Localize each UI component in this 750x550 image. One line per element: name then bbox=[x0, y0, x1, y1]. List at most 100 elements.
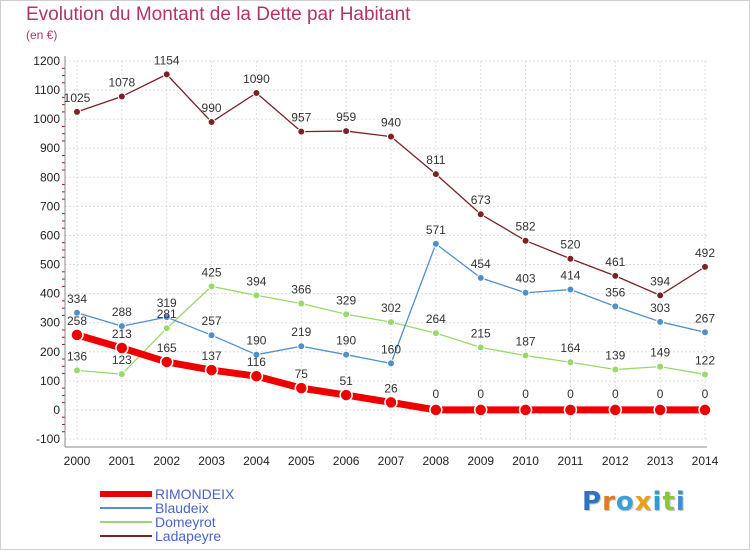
x-tick-label: 2000 bbox=[64, 454, 91, 468]
data-label-ladapeyre: 461 bbox=[605, 255, 625, 269]
data-point-rimondeix bbox=[698, 403, 712, 417]
data-point-ladapeyre bbox=[117, 92, 126, 101]
x-tick-label: 2010 bbox=[512, 454, 539, 468]
x-tick-label: 2008 bbox=[423, 454, 450, 468]
data-point-domeyrot bbox=[342, 310, 351, 319]
x-tick-label: 2005 bbox=[288, 454, 315, 468]
data-label-blaudeix: 571 bbox=[426, 223, 446, 237]
data-label-ladapeyre: 492 bbox=[695, 246, 715, 260]
data-label-blaudeix: 403 bbox=[516, 272, 536, 286]
data-label-rimondeix: 51 bbox=[339, 374, 353, 388]
data-label-domeyrot: 139 bbox=[605, 349, 625, 363]
data-label-blaudeix: 219 bbox=[291, 325, 311, 339]
data-label-domeyrot: 164 bbox=[560, 341, 580, 355]
logo-letter: i bbox=[652, 487, 663, 517]
data-label-ladapeyre: 1078 bbox=[109, 75, 136, 89]
data-label-rimondeix: 258 bbox=[67, 314, 87, 328]
y-tick-label: 400 bbox=[40, 287, 60, 301]
x-tick-label: 2007 bbox=[378, 454, 405, 468]
data-point-blaudeix bbox=[162, 313, 171, 322]
logo-letter: i bbox=[675, 487, 686, 517]
data-point-rimondeix bbox=[473, 403, 488, 417]
data-label-rimondeix: 137 bbox=[202, 349, 222, 363]
data-label-blaudeix: 334 bbox=[67, 292, 87, 306]
x-tick-label: 2003 bbox=[198, 454, 225, 468]
y-tick-label: 1000 bbox=[33, 112, 60, 126]
data-point-domeyrot bbox=[431, 329, 440, 338]
data-label-ladapeyre: 673 bbox=[471, 193, 491, 207]
x-tick-label: 2001 bbox=[109, 454, 136, 468]
data-point-ladapeyre bbox=[476, 210, 485, 219]
data-label-blaudeix: 160 bbox=[381, 342, 401, 356]
chart-title: Evolution du Montant de la Dette par Hab… bbox=[26, 4, 411, 25]
data-label-blaudeix: 288 bbox=[112, 305, 132, 319]
data-label-ladapeyre: 520 bbox=[560, 238, 580, 252]
data-label-rimondeix: 0 bbox=[657, 387, 664, 401]
legend-label-blaudeix: Blaudeix bbox=[155, 500, 209, 516]
data-point-blaudeix bbox=[342, 350, 351, 359]
data-point-blaudeix bbox=[566, 285, 575, 294]
data-point-rimondeix bbox=[563, 403, 578, 417]
legend-label-domeyrot: Domeyrot bbox=[155, 514, 216, 530]
data-point-rimondeix bbox=[653, 403, 667, 417]
x-tick-label: 2014 bbox=[692, 454, 719, 468]
data-point-domeyrot bbox=[252, 291, 261, 300]
series-rimondeix bbox=[70, 328, 712, 417]
data-label-ladapeyre: 940 bbox=[381, 116, 401, 130]
x-tick-label: 2004 bbox=[243, 454, 270, 468]
data-point-ladapeyre bbox=[701, 262, 709, 271]
data-label-domeyrot: 394 bbox=[246, 274, 266, 288]
y-tick-label: 500 bbox=[40, 258, 60, 272]
data-label-ladapeyre: 1025 bbox=[64, 91, 91, 105]
y-tick-label: 0 bbox=[53, 403, 60, 417]
data-point-domeyrot bbox=[521, 351, 530, 360]
data-label-rimondeix: 0 bbox=[612, 387, 619, 401]
data-label-blaudeix: 190 bbox=[246, 334, 266, 348]
data-point-domeyrot bbox=[73, 366, 81, 375]
data-label-ladapeyre: 582 bbox=[516, 220, 536, 234]
data-point-domeyrot bbox=[611, 365, 620, 374]
data-point-rimondeix bbox=[115, 341, 129, 355]
data-label-ladapeyre: 957 bbox=[291, 111, 311, 125]
data-point-blaudeix bbox=[611, 302, 620, 311]
y-tick-label: -100 bbox=[36, 432, 60, 446]
data-point-ladapeyre bbox=[387, 132, 395, 141]
data-point-rimondeix bbox=[384, 395, 398, 410]
chart-subtitle: (en €) bbox=[26, 28, 58, 42]
data-point-domeyrot bbox=[476, 343, 485, 352]
data-label-domeyrot: 329 bbox=[336, 293, 356, 307]
data-point-domeyrot bbox=[701, 370, 709, 379]
data-point-ladapeyre bbox=[73, 107, 81, 116]
legend-label-rimondeix: RIMONDEIX bbox=[155, 486, 235, 502]
plot-area bbox=[65, 61, 707, 439]
x-tick-label: 2006 bbox=[333, 454, 360, 468]
data-label-rimondeix: 75 bbox=[295, 367, 309, 381]
y-tick-label: 100 bbox=[40, 374, 60, 388]
data-label-blaudeix: 454 bbox=[471, 257, 491, 271]
data-point-rimondeix bbox=[339, 388, 353, 402]
data-point-blaudeix bbox=[73, 308, 81, 317]
data-point-domeyrot bbox=[566, 358, 575, 367]
data-label-ladapeyre: 1154 bbox=[154, 53, 180, 67]
data-label-domeyrot: 149 bbox=[650, 346, 670, 360]
data-point-rimondeix bbox=[518, 403, 533, 417]
data-label-domeyrot: 366 bbox=[291, 283, 311, 297]
data-label-blaudeix: 319 bbox=[157, 296, 177, 310]
logo-letter: r bbox=[602, 487, 616, 517]
data-label-rimondeix: 26 bbox=[384, 381, 398, 395]
data-point-domeyrot bbox=[207, 282, 216, 291]
data-point-ladapeyre bbox=[342, 127, 351, 136]
data-point-blaudeix bbox=[521, 288, 530, 297]
data-point-blaudeix bbox=[701, 328, 709, 337]
data-point-ladapeyre bbox=[431, 170, 440, 179]
data-point-rimondeix bbox=[159, 355, 174, 369]
data-label-rimondeix: 0 bbox=[702, 387, 709, 401]
data-point-rimondeix bbox=[249, 369, 264, 383]
proxiti-logo: Proxiti bbox=[582, 487, 686, 517]
y-tick-label: 300 bbox=[40, 316, 60, 330]
data-label-domeyrot: 302 bbox=[381, 301, 401, 315]
y-tick-label: 200 bbox=[40, 345, 60, 359]
data-label-blaudeix: 303 bbox=[650, 301, 670, 315]
data-label-domeyrot: 215 bbox=[471, 326, 491, 340]
